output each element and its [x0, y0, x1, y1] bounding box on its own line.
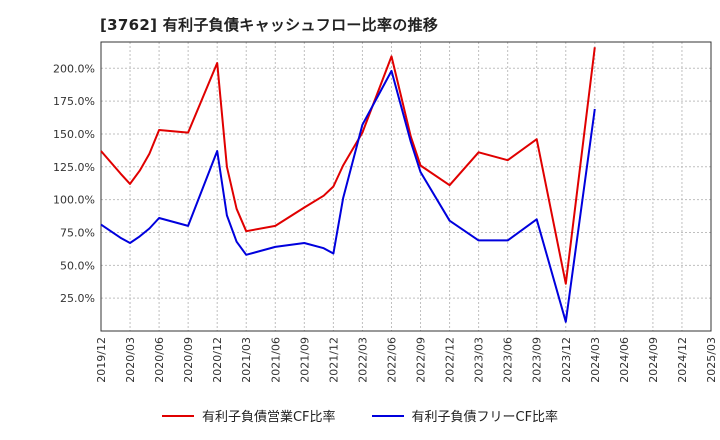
y-tick-label: 50.0% — [60, 259, 95, 272]
legend-swatch-free-cf — [371, 414, 404, 417]
x-tick-label: 2025/03 — [705, 337, 718, 383]
y-tick-label: 25.0% — [60, 292, 95, 305]
legend-label-free-cf: 有利子負債フリーCF比率 — [411, 410, 559, 425]
x-tick-label: 2024/03 — [589, 337, 602, 383]
x-tick-label: 2020/06 — [153, 337, 166, 383]
x-tick-label: 2021/03 — [240, 337, 253, 383]
y-tick-label: 175.0% — [53, 95, 95, 108]
x-tick-label: 2023/12 — [560, 337, 573, 383]
y-tick-label: 75.0% — [60, 226, 95, 239]
y-tick-label: 200.0% — [53, 62, 95, 75]
x-tick-label: 2021/12 — [327, 337, 340, 383]
x-tick-label: 2020/12 — [211, 337, 224, 383]
x-tick-label: 2022/03 — [356, 337, 369, 383]
x-tick-label: 2020/09 — [182, 337, 195, 383]
legend-item-free-cf: 有利子負債フリーCF比率 — [371, 406, 559, 425]
legend-item-operating-cf: 有利子負債営業CF比率 — [161, 406, 336, 425]
x-tick-label: 2024/06 — [618, 337, 631, 383]
series-line-2 — [100, 69, 596, 323]
x-tick-label: 2022/09 — [415, 337, 428, 383]
x-tick-label: 2023/09 — [531, 337, 544, 383]
legend-swatch-operating-cf — [161, 414, 194, 417]
x-tick-label: 2021/06 — [269, 337, 282, 383]
x-tick-label: 2021/09 — [298, 337, 311, 383]
y-tick-label: 150.0% — [53, 128, 95, 141]
x-tick-label: 2024/09 — [647, 337, 660, 383]
legend-label-operating-cf: 有利子負債営業CF比率 — [201, 410, 336, 425]
y-tick-label: 100.0% — [53, 194, 95, 207]
x-tick-label: 2023/06 — [502, 337, 515, 383]
x-tick-label: 2019/12 — [95, 337, 108, 383]
x-tick-label: 2022/06 — [385, 337, 398, 383]
x-tick-label: 2020/03 — [124, 337, 137, 383]
series-line-1 — [100, 47, 596, 285]
x-tick-label: 2022/12 — [444, 337, 457, 383]
x-tick-label: 2024/12 — [676, 337, 689, 383]
plot-frame — [100, 41, 712, 332]
legend: 有利子負債営業CF比率 有利子負債フリーCF比率 — [0, 406, 720, 425]
x-tick-label: 2023/03 — [473, 337, 486, 383]
chart-title: [3762] 有利子負債キャッシュフロー比率の推移 — [100, 16, 439, 34]
y-tick-label: 125.0% — [53, 161, 95, 174]
